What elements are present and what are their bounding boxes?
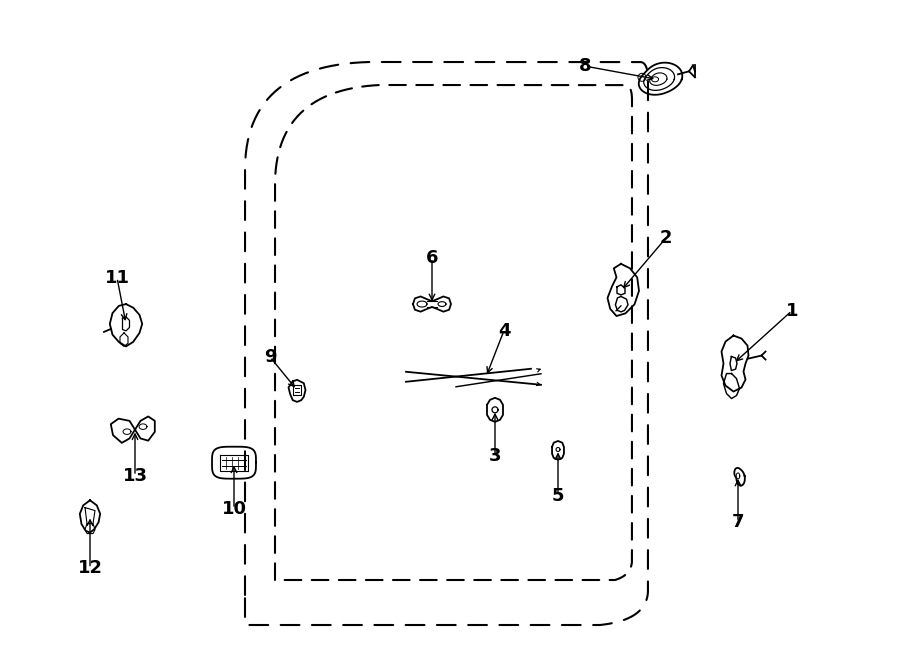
Text: 2: 2 (660, 229, 672, 247)
Text: 10: 10 (221, 500, 247, 518)
Text: 12: 12 (77, 559, 103, 578)
Text: 13: 13 (122, 467, 148, 485)
Text: 11: 11 (104, 268, 130, 287)
Text: 7: 7 (732, 513, 744, 531)
Text: 4: 4 (498, 321, 510, 340)
Text: 5: 5 (552, 486, 564, 505)
Text: 6: 6 (426, 249, 438, 267)
Text: 8: 8 (579, 57, 591, 75)
Text: 1: 1 (786, 301, 798, 320)
Text: 3: 3 (489, 447, 501, 465)
Text: 9: 9 (264, 348, 276, 366)
